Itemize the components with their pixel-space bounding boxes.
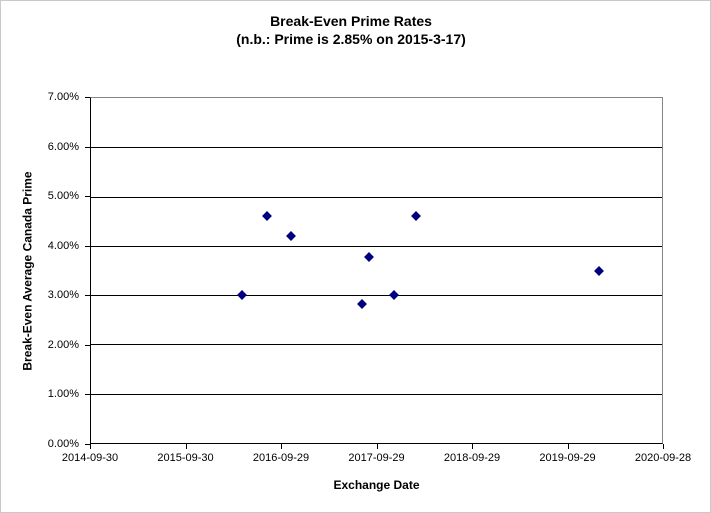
data-point-diamond [262, 211, 272, 222]
y-tick-mark [85, 97, 90, 98]
gridline [91, 344, 662, 346]
x-tick-label: 2014-09-30 [61, 452, 119, 464]
x-tick-mark [663, 444, 664, 449]
y-tick-mark [85, 146, 90, 148]
gridline [91, 147, 662, 149]
data-point-diamond [286, 231, 296, 241]
y-axis-tick-labels: 7.00% 6.00% 5.00% 4.00% 3.00% 2.00% 1.00% 0.00% [1, 91, 79, 450]
x-tick-label: 2019-09-29 [539, 452, 596, 464]
y-tick-mark [85, 245, 90, 247]
x-tick-mark [185, 444, 187, 449]
y-tick-mark [85, 295, 90, 297]
x-tick-label: 2020-09-28 [634, 452, 692, 464]
y-axis-tick-marks [85, 97, 90, 445]
data-point-diamond [357, 298, 368, 309]
gridline [91, 196, 662, 198]
data-point-diamond [364, 251, 375, 262]
y-tick-label: 7.00% [47, 91, 79, 103]
x-tick-mark [567, 444, 569, 449]
y-tick-label: 5.00% [47, 190, 79, 203]
y-tick-label: 4.00% [47, 239, 79, 252]
y-tick-mark [85, 196, 90, 198]
x-axis-title: Exchange Date [333, 478, 420, 492]
chart-title: Break-Even Prime Rates [270, 13, 432, 29]
x-tick-mark [281, 444, 282, 449]
data-point-diamond [389, 290, 399, 301]
data-point-diamond [594, 265, 605, 276]
x-tick-label: 2016-09-29 [252, 452, 310, 464]
y-tick-label: 0.00% [47, 438, 79, 450]
y-tick-label: 1.00% [47, 388, 79, 401]
x-tick-mark [90, 444, 91, 449]
plot-area [90, 97, 663, 444]
x-tick-label: 2018-09-29 [443, 452, 501, 464]
gridline [91, 393, 662, 395]
gridline [91, 245, 662, 247]
y-tick-mark [85, 444, 90, 445]
y-tick-label: 6.00% [47, 140, 79, 153]
y-tick-mark [85, 394, 90, 396]
x-tick-label: 2017-09-29 [348, 452, 405, 464]
data-point-diamond [237, 290, 248, 301]
x-tick-mark [472, 444, 473, 449]
x-axis-tick-labels: 2014-09-30 2015-09-30 2016-09-29 2017-09-29… [62, 452, 691, 466]
data-point-diamond [411, 210, 422, 221]
y-tick-mark [85, 344, 90, 346]
chart-subtitle: (n.b.: Prime is 2.85% on 2015-3-17) [236, 31, 466, 47]
gridline [91, 295, 662, 297]
y-tick-label: 3.00% [47, 289, 79, 302]
x-axis-tick-marks [90, 444, 664, 449]
x-tick-label: 2015-09-30 [157, 452, 214, 464]
x-tick-mark [376, 444, 378, 449]
y-tick-label: 2.00% [47, 338, 79, 351]
chart-title-block: Break-Even Prime Rates (n.b.: Prime is 2… [1, 12, 701, 48]
